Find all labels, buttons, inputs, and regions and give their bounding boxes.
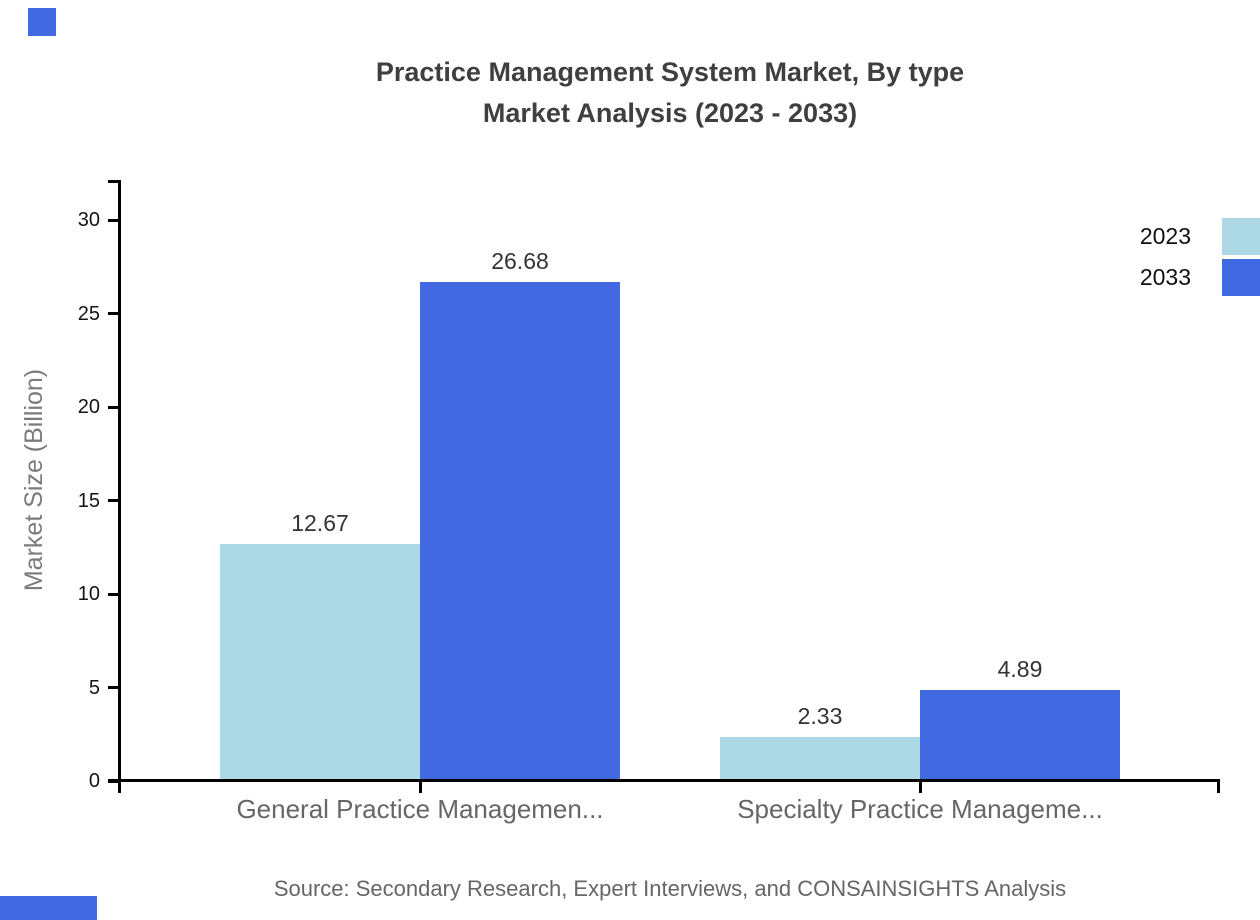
chart-title-line-2: Market Analysis (2023 - 2033) [482, 98, 858, 128]
bar-value-label: 4.89 [997, 655, 1043, 682]
chart-title-line-1: Practice Management System Market, By ty… [375, 57, 965, 87]
y-tick-mark [108, 405, 120, 409]
x-category-label: General Practice Managemen... [236, 794, 604, 824]
legend-item-2023: 2023 [1000, 218, 1260, 255]
chart-title: Practice Management System Market, By ty… [120, 52, 1220, 134]
bar-value-label: 26.68 [491, 248, 549, 275]
y-tick-label: 0 [88, 770, 100, 792]
y-tick-mark [108, 592, 120, 596]
y-tick-mark [108, 686, 120, 689]
y-tick-label: 25 [77, 302, 100, 325]
y-tick-label: 15 [77, 489, 100, 512]
y-tick-label: 30 [77, 209, 100, 231]
legend-label: 2033 [1139, 264, 1191, 290]
x-axis-line [108, 779, 1220, 782]
x-tick-mark [918, 781, 922, 793]
y-axis-line [118, 180, 121, 793]
legend-label: 2023 [1139, 223, 1191, 249]
x-axis-end-cap [1217, 781, 1220, 793]
y-tick-mark [108, 218, 120, 222]
bar-2023-1 [220, 544, 420, 781]
legend: 2023 2033 [1000, 218, 1260, 300]
y-axis-top-cap [108, 180, 120, 183]
y-axis-title: Market Size (Billion) [20, 368, 48, 592]
bar-2023-2 [720, 737, 920, 781]
bar-2033-2 [920, 689, 1120, 781]
bar-value-label: 2.33 [797, 703, 843, 730]
y-tick-label: 20 [77, 396, 100, 418]
source-note: Source: Secondary Research, Expert Inter… [273, 876, 1067, 901]
legend-swatch [1222, 259, 1260, 296]
bar-2033-1 [420, 282, 620, 781]
top-left-corner-mark [28, 8, 56, 36]
legend-swatch [1222, 218, 1260, 255]
y-tick-label: 5 [88, 676, 100, 699]
bottom-left-corner-mark [0, 896, 97, 920]
bar-value-label: 12.67 [291, 510, 349, 537]
y-tick-mark [108, 499, 120, 502]
y-tick-mark [108, 312, 120, 315]
legend-item-2033: 2033 [1000, 259, 1260, 296]
y-tick-label: 10 [77, 583, 100, 605]
x-category-label: Specialty Practice Manageme... [737, 794, 1103, 824]
y-tick-mark [108, 779, 120, 783]
x-tick-mark [418, 781, 422, 793]
